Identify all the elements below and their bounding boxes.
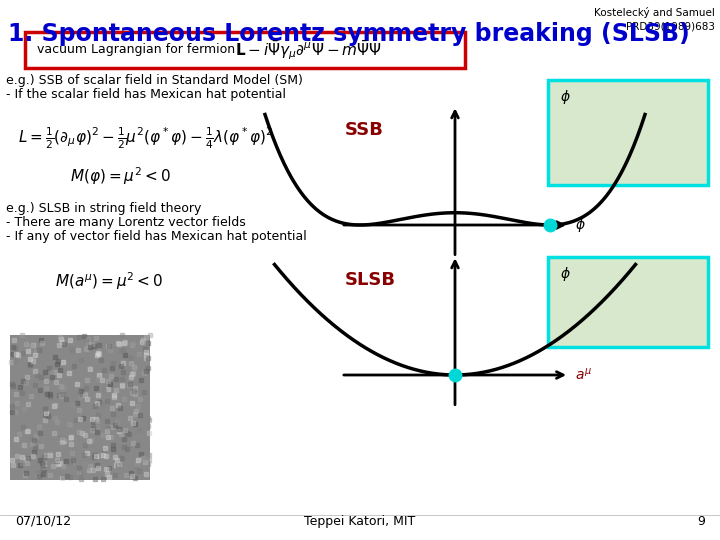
Bar bbox=[548, 257, 708, 347]
Text: $\phi$: $\phi$ bbox=[575, 216, 585, 234]
Bar bbox=[25, 32, 465, 68]
Text: $M(\varphi) = \mu^2 < 0$: $M(\varphi) = \mu^2 < 0$ bbox=[70, 165, 171, 187]
Text: e.g.) SLSB in string field theory: e.g.) SLSB in string field theory bbox=[6, 202, 202, 215]
Text: $\mathbf{L} - i\bar{\Psi}\gamma_\mu\partial^\mu\Psi - m\bar{\Psi}\Psi$: $\mathbf{L} - i\bar{\Psi}\gamma_\mu\part… bbox=[235, 38, 382, 62]
Text: $M(a^\mu) = \mu^2 < 0$: $M(a^\mu) = \mu^2 < 0$ bbox=[55, 270, 163, 292]
Text: 1. Spontaneous Lorentz symmetry breaking (SLSB): 1. Spontaneous Lorentz symmetry breaking… bbox=[8, 22, 690, 46]
Text: $\phi$: $\phi$ bbox=[560, 88, 571, 106]
Text: $L = \frac{1}{2}(\partial_\mu\varphi)^2 - \frac{1}{2}\mu^2(\varphi^*\varphi) - \: $L = \frac{1}{2}(\partial_\mu\varphi)^2 … bbox=[18, 125, 274, 151]
Bar bbox=[548, 80, 708, 185]
Text: $\phi$: $\phi$ bbox=[560, 265, 571, 283]
Text: Teppei Katori, MIT: Teppei Katori, MIT bbox=[305, 515, 415, 528]
Text: - If the scalar field has Mexican hat potential: - If the scalar field has Mexican hat po… bbox=[6, 88, 286, 101]
Text: - There are many Lorentz vector fields: - There are many Lorentz vector fields bbox=[6, 216, 246, 229]
Bar bbox=[10, 335, 150, 480]
Text: 9: 9 bbox=[697, 515, 705, 528]
Text: SSB: SSB bbox=[345, 121, 384, 139]
Text: e.g.) SSB of scalar field in Standard Model (SM): e.g.) SSB of scalar field in Standard Mo… bbox=[6, 74, 303, 87]
Text: vacuum Lagrangian for fermion: vacuum Lagrangian for fermion bbox=[37, 44, 235, 57]
Text: - If any of vector field has Mexican hat potential: - If any of vector field has Mexican hat… bbox=[6, 230, 307, 243]
Text: Kostelecký and Samuel
PRD39(1989)683: Kostelecký and Samuel PRD39(1989)683 bbox=[594, 7, 715, 31]
Text: 07/10/12: 07/10/12 bbox=[15, 515, 71, 528]
Text: $a^\mu$: $a^\mu$ bbox=[575, 367, 592, 383]
Text: SLSB: SLSB bbox=[345, 271, 396, 289]
